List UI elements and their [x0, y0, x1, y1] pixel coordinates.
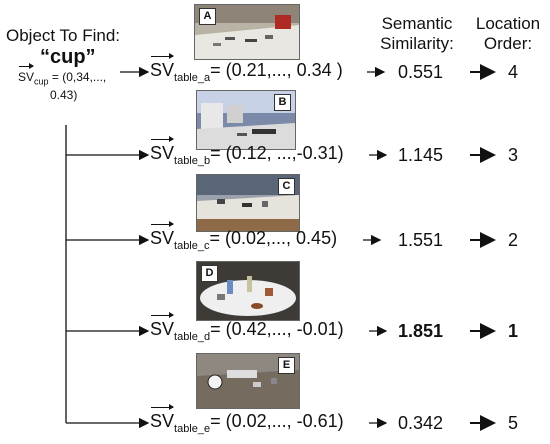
table-c-photo: C	[196, 174, 300, 232]
table-b-order: 3	[508, 145, 519, 165]
table-b-vector-values: = (0.12, ...,-0.31)	[210, 143, 344, 163]
table-b-similarity: 1.145	[398, 145, 444, 165]
table-a-sv-sub: table_a	[174, 72, 211, 84]
table-e-order: 5	[508, 413, 519, 433]
table-d-order: 1	[508, 321, 519, 341]
table-d-sv-label: SV	[150, 312, 175, 339]
table-a-sv-label: SV	[150, 53, 175, 80]
table-c-vector-values: = (0.02,..., 0.45)	[209, 228, 338, 248]
similarity-header-line1: Semantic	[381, 14, 453, 33]
table-e-photo: E	[196, 353, 300, 409]
query-sv-sub: cup	[34, 76, 49, 87]
table-d-vector-values: = (0.42,..., -0.01)	[210, 319, 344, 339]
object-to-find-label: Object To Find:	[6, 26, 121, 45]
query-vector-line1: = (0,34,...,	[51, 70, 107, 84]
table-e-vector-values: = (0.02,..., -0.61)	[210, 411, 344, 431]
table-e-similarity: 0.342	[398, 413, 444, 433]
table-e-vector: SVtable_e= (0.02,..., -0.61)	[150, 404, 344, 435]
table-d-similarity: 1.851	[398, 321, 444, 341]
table-a-order: 4	[508, 62, 519, 82]
table-a-photo: A	[194, 4, 300, 60]
order-header-line1: Location	[475, 14, 541, 33]
table-b-sv-label: SV	[150, 136, 175, 163]
similarity-header-line2: Similarity:	[380, 34, 454, 53]
table-e-sv-label: SV	[150, 404, 175, 431]
order-header: Location Order:	[466, 14, 550, 54]
table-d-vector: SVtable_d= (0.42,..., -0.01)	[150, 312, 344, 343]
table-c-similarity: 1.551	[398, 230, 444, 250]
table-e-badge: E	[278, 357, 295, 374]
table-b-vector: SVtable_b= (0.12, ...,-0.31)	[150, 136, 344, 167]
table-c-sv-label: SV	[150, 221, 175, 248]
table-d-sv-sub: table_d	[174, 331, 211, 343]
similarity-header: Semantic Similarity:	[372, 14, 462, 54]
table-d-badge: D	[201, 265, 218, 282]
table-c-vector: SVtable_c= (0.02,..., 0.45)	[150, 221, 338, 252]
query-object-word: “cup”	[40, 46, 96, 68]
table-b-sv-sub: table_b	[174, 155, 211, 167]
table-b-badge: B	[274, 94, 291, 111]
table-a-vector: SVtable_a= (0.21,..., 0.34 )	[150, 53, 343, 84]
order-header-line2: Order:	[483, 34, 533, 53]
table-e-sv-sub: table_e	[174, 423, 211, 435]
query-sv-label: SV	[18, 63, 35, 84]
query-vector: SVcup = (0,34,...,	[18, 63, 107, 87]
table-c-sv-sub: table_c	[174, 240, 210, 252]
table-b-photo: B	[196, 90, 296, 150]
table-d-photo: D	[196, 261, 300, 321]
table-c-badge: C	[278, 178, 295, 195]
table-a-vector-values: = (0.21,..., 0.34 )	[210, 60, 343, 80]
table-c-order: 2	[508, 230, 519, 250]
table-a-badge: A	[199, 8, 216, 25]
table-a-similarity: 0.551	[398, 62, 444, 82]
query-vector-line2: 0.43)	[50, 88, 78, 102]
